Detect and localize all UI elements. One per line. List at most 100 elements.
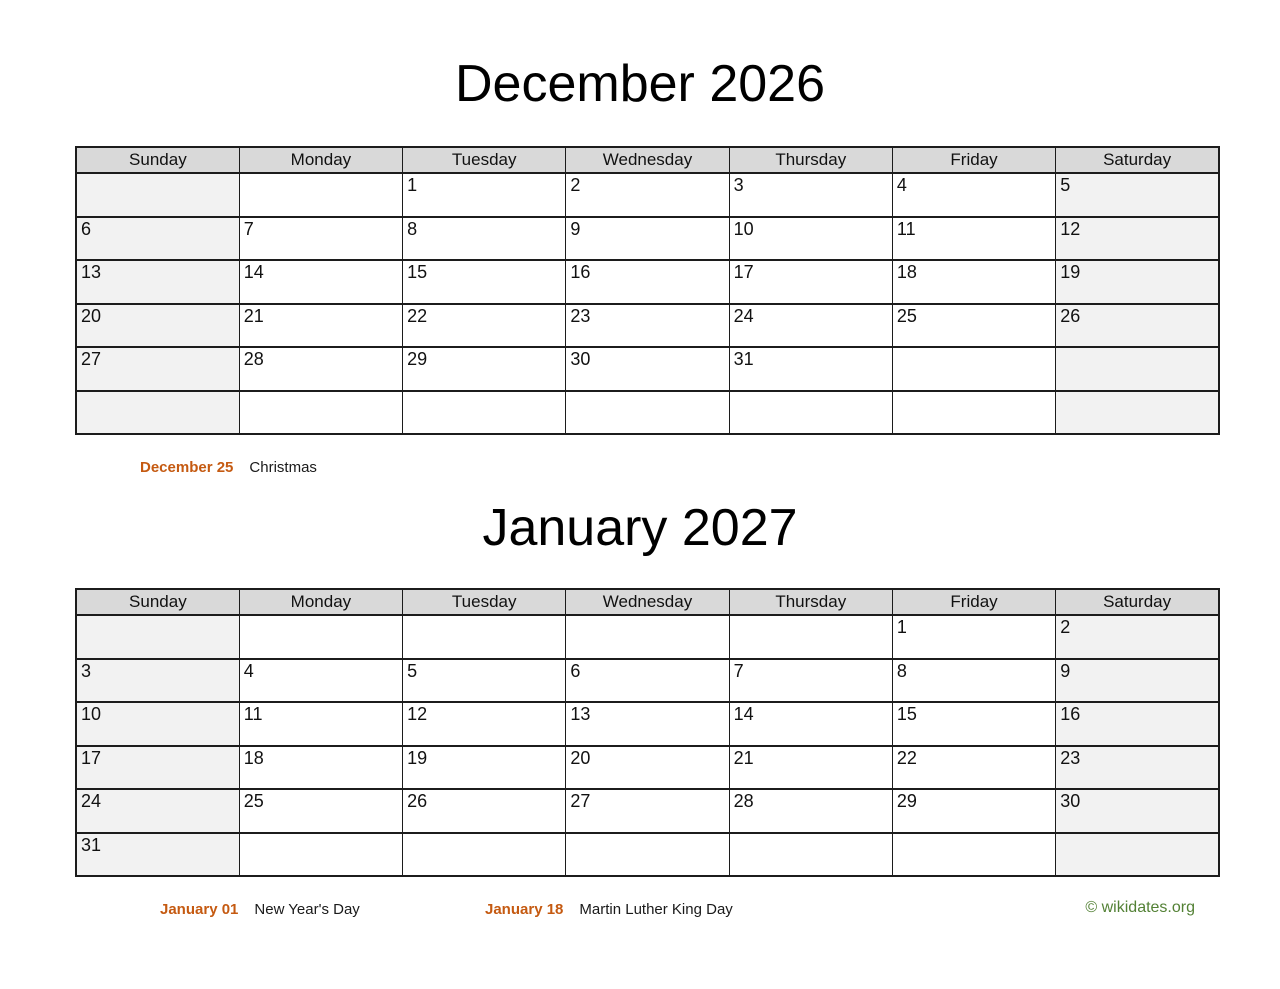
day-cell: 28: [728, 788, 893, 834]
week-row: 17 18 19 20 21 22 23: [75, 744, 1220, 790]
day-cell: 3: [728, 172, 893, 218]
day-cell: 28: [238, 346, 404, 392]
empty-day-cell: [728, 389, 893, 435]
day-cell: 7: [728, 657, 893, 703]
weekday-header-tuesday: Tuesday: [402, 146, 567, 174]
day-cell: 13: [565, 701, 730, 747]
wikidates-credit-link[interactable]: © wikidates.org: [1085, 899, 1195, 916]
weekday-header-row: Sunday Monday Tuesday Wednesday Thursday…: [75, 588, 1220, 616]
weekday-header-row: Sunday Monday Tuesday Wednesday Thursday…: [75, 146, 1220, 174]
holiday-date-label: December 25: [140, 459, 234, 476]
empty-day-cell: [1055, 346, 1220, 392]
day-cell: 14: [728, 701, 893, 747]
day-cell: 19: [1055, 259, 1220, 305]
empty-day-cell: [402, 614, 567, 660]
weekday-header-tuesday: Tuesday: [402, 588, 567, 616]
empty-day-cell: [75, 389, 240, 435]
day-cell: 30: [565, 346, 730, 392]
month-title-december-2026: December 2026: [455, 55, 825, 113]
day-cell: 19: [402, 744, 567, 790]
day-cell: 25: [238, 788, 404, 834]
day-cell: 16: [565, 259, 730, 305]
day-cell: 14: [238, 259, 404, 305]
weekday-header-monday: Monday: [238, 588, 404, 616]
weekday-header-saturday: Saturday: [1055, 588, 1220, 616]
holiday-note-new-years-day: January 01 New Year's Day: [160, 901, 360, 919]
holiday-note-mlk-day: January 18 Martin Luther King Day: [485, 901, 733, 919]
empty-day-cell: [565, 389, 730, 435]
day-cell: 5: [402, 657, 567, 703]
holiday-note-christmas: December 25 Christmas: [140, 459, 317, 477]
empty-day-cell: [238, 172, 404, 218]
calendar-grid-january-2027: Sunday Monday Tuesday Wednesday Thursday…: [75, 588, 1220, 877]
day-cell: 20: [75, 302, 240, 348]
week-row: 13 14 15 16 17 18 19: [75, 259, 1220, 305]
weekday-header-wednesday: Wednesday: [565, 146, 730, 174]
weekday-header-wednesday: Wednesday: [565, 588, 730, 616]
week-row: 20 21 22 23 24 25 26: [75, 302, 1220, 348]
empty-day-cell: [402, 831, 567, 877]
empty-day-cell: [238, 831, 404, 877]
day-cell: 6: [75, 215, 240, 261]
week-row: 31: [75, 831, 1220, 877]
week-row: 24 25 26 27 28 29 30: [75, 788, 1220, 834]
day-cell: 31: [75, 831, 240, 877]
holiday-name-label: Martin Luther King Day: [579, 901, 733, 918]
day-cell: 12: [1055, 215, 1220, 261]
day-cell: 18: [891, 259, 1057, 305]
day-cell: 11: [238, 701, 404, 747]
holiday-name-label: New Year's Day: [254, 901, 360, 918]
day-cell: 31: [728, 346, 893, 392]
day-cell: 13: [75, 259, 240, 305]
day-cell: 26: [1055, 302, 1220, 348]
day-cell: 21: [728, 744, 893, 790]
empty-day-cell: [728, 831, 893, 877]
weekday-header-thursday: Thursday: [728, 588, 893, 616]
day-cell: 7: [238, 215, 404, 261]
day-cell: 4: [891, 172, 1057, 218]
day-cell: 9: [1055, 657, 1220, 703]
day-cell: 18: [238, 744, 404, 790]
day-cell: 22: [402, 302, 567, 348]
day-cell: 11: [891, 215, 1057, 261]
day-cell: 9: [565, 215, 730, 261]
weekday-header-thursday: Thursday: [728, 146, 893, 174]
day-cell: 29: [402, 346, 567, 392]
empty-day-cell: [565, 831, 730, 877]
month-title-january-2027: January 2027: [482, 499, 798, 557]
day-cell: 12: [402, 701, 567, 747]
day-cell: 1: [402, 172, 567, 218]
day-cell: 1: [891, 614, 1057, 660]
empty-day-cell: [238, 389, 404, 435]
day-cell: 10: [728, 215, 893, 261]
day-cell: 23: [1055, 744, 1220, 790]
empty-day-cell: [728, 614, 893, 660]
day-cell: 26: [402, 788, 567, 834]
empty-day-cell: [891, 389, 1057, 435]
holiday-name-label: Christmas: [249, 459, 317, 476]
weekday-header-sunday: Sunday: [75, 588, 240, 616]
empty-day-cell: [1055, 831, 1220, 877]
empty-day-cell: [891, 346, 1057, 392]
day-cell: 27: [565, 788, 730, 834]
calendar-grid-december-2026: Sunday Monday Tuesday Wednesday Thursday…: [75, 146, 1220, 435]
day-cell: 25: [891, 302, 1057, 348]
week-row: 6 7 8 9 10 11 12: [75, 215, 1220, 261]
empty-day-cell: [75, 172, 240, 218]
weekday-header-friday: Friday: [891, 146, 1057, 174]
day-cell: 6: [565, 657, 730, 703]
holiday-date-label: January 01: [160, 901, 239, 918]
empty-day-cell: [891, 831, 1057, 877]
day-cell: 24: [728, 302, 893, 348]
day-cell: 29: [891, 788, 1057, 834]
day-cell: 2: [1055, 614, 1220, 660]
day-cell: 16: [1055, 701, 1220, 747]
day-cell: 10: [75, 701, 240, 747]
weekday-header-monday: Monday: [238, 146, 404, 174]
day-cell: 4: [238, 657, 404, 703]
day-cell: 2: [565, 172, 730, 218]
empty-day-cell: [565, 614, 730, 660]
